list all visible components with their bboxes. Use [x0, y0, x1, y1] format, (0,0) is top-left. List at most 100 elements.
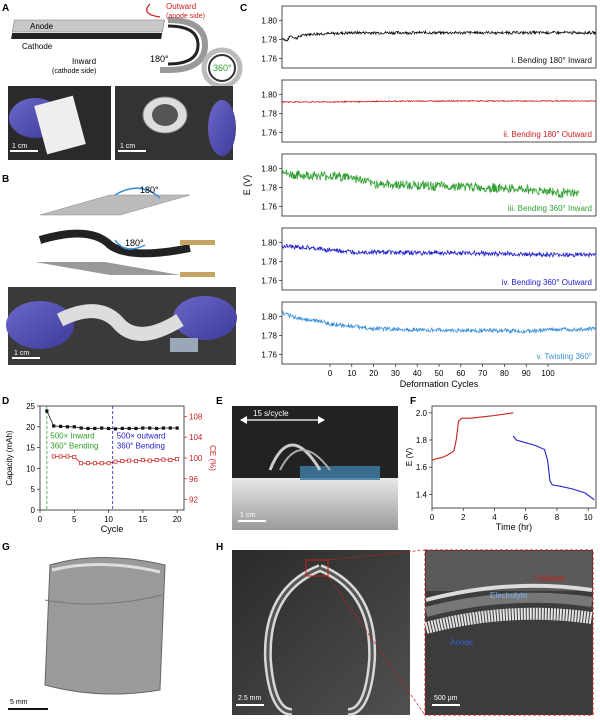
f-xtick-label: 4 [492, 513, 497, 522]
d-point-capacity [93, 426, 97, 431]
zoom-background [426, 551, 592, 591]
f-ytick-label: 1.6 [416, 463, 428, 472]
c-ytick-label: 1.80 [261, 16, 277, 25]
outward-arrow [146, 3, 161, 18]
d-point-capacity [168, 426, 172, 430]
c-ytick-label: 1.78 [261, 109, 277, 118]
c-subplot-4: 1.80 1.78 1.76 iv. Bending 360° Outward [261, 227, 597, 291]
bent-strip [160, 17, 209, 73]
f-frame [431, 405, 597, 509]
d-point-capacity [161, 426, 166, 430]
d-point-ce [51, 454, 56, 459]
c-xlabel: Deformation Cycles [400, 379, 479, 389]
tab-gold-bottom [180, 272, 215, 277]
tab-gold-top [180, 240, 215, 245]
scalebar-e [238, 520, 266, 522]
speed-label: 15 s/cycle [253, 409, 289, 418]
f-xtick-label: 6 [523, 513, 528, 522]
scalebar-b [12, 357, 40, 359]
scalebar-a1 [10, 150, 38, 152]
d-point-ce [72, 455, 77, 459]
c-xtick-label: 100 [541, 369, 555, 378]
d-ytick-left-label: 10 [26, 464, 35, 473]
f-ytick-label: 2.0 [416, 409, 428, 418]
c-ytick-label: 1.80 [261, 90, 277, 99]
glove-twist-right [173, 296, 237, 340]
cathode-strip [11, 33, 163, 39]
zoom-electrolyte-layer [424, 592, 593, 617]
f-ylabel: E (V) [405, 448, 414, 467]
d-point-ce [168, 458, 173, 463]
d-point-capacity [72, 425, 76, 429]
bent-cathode [167, 24, 200, 66]
twist-arrow-bottom [114, 239, 146, 250]
d-point-ce [106, 461, 111, 466]
speed-arrowhead-right [318, 416, 325, 424]
c-series-label-3: iii. Bending 360° Inward [508, 204, 592, 213]
panel-letter-e: E [216, 396, 223, 407]
d-point-capacity [120, 426, 124, 431]
panel-letter-b: B [2, 174, 9, 185]
c-series-label-4: iv. Bending 360° Outward [502, 278, 592, 287]
ct-cell-3d [44, 557, 166, 695]
c-ytick-label: 1.76 [261, 202, 277, 211]
glove-right [208, 100, 236, 156]
c-ytick-label: 1.78 [261, 257, 277, 266]
c-xtick-label: 0 [328, 369, 333, 378]
twist-angle-top: 180° [140, 185, 159, 195]
c-series-label-2: ii. Bending 180° Outward [503, 130, 592, 139]
c-ytick-label: 1.76 [261, 350, 277, 359]
rig-base [232, 478, 398, 530]
d-point-capacity [79, 426, 83, 430]
c-xtick-label: 80 [500, 369, 509, 378]
d-annotation-3: 500× outward [117, 431, 166, 440]
f-series-line-1 [431, 412, 514, 461]
c-series-line-1 [281, 29, 596, 42]
d-point-capacity [52, 424, 56, 428]
d-point-ce [140, 458, 145, 463]
label-cathode: Cathode [535, 574, 566, 583]
c-subplot-1: 1.80 1.78 1.76 i. Bending 180° Inward [261, 5, 597, 69]
zoom-anode-layer [424, 607, 593, 634]
d-point-capacity [175, 426, 179, 430]
f-ytick-label: 1.8 [416, 436, 428, 445]
c-series-line-5 [281, 310, 597, 335]
scale-label-b: 1 cm [14, 350, 29, 357]
d-ytick-right-label: 92 [189, 496, 198, 505]
d-point-capacity [141, 426, 145, 430]
d-point-ce [147, 458, 152, 463]
panel-letter-a: A [2, 3, 9, 14]
f-series-line-2 [512, 435, 595, 501]
d-ytick-left-label: 15 [26, 444, 35, 453]
f-xtick-label: 2 [461, 513, 466, 522]
f-ytick-label: 1.4 [416, 490, 428, 499]
c-xtick-label: 30 [391, 369, 400, 378]
inward-sub-label: (cathode side) [52, 68, 96, 75]
d-point-capacity [148, 426, 152, 430]
twist-angle-bottom: 180° [125, 238, 144, 248]
c-xtick-label: 50 [435, 369, 444, 378]
panel-letter-g: G [2, 542, 10, 553]
d-point-capacity [100, 426, 104, 430]
glove-twist-left [6, 301, 74, 349]
rig-clamp [300, 466, 380, 480]
f-xlabel: Time (hr) [496, 522, 532, 532]
f-xtick-label: 0 [430, 513, 435, 522]
d-point-ce [175, 457, 180, 461]
speed-arrowhead-left [240, 416, 247, 424]
c-series-line-3 [281, 167, 579, 199]
ct-cell-rim [51, 562, 161, 574]
c-ytick-label: 1.78 [261, 183, 277, 192]
c-ytick-label: 1.76 [261, 128, 277, 137]
panel-letter-d: D [2, 396, 9, 407]
d-point-ce [113, 459, 118, 464]
scalebar-a2 [118, 150, 146, 152]
inward-label: Inward [72, 57, 96, 66]
c-frame [281, 5, 597, 69]
d-annotation-1: 500× Inward [50, 431, 94, 440]
chart-c: C1.801.781.76 i. Bending 180° Inward1.801… [240, 3, 597, 389]
c-ytick-label: 1.76 [261, 54, 277, 63]
cell-tab-photo [170, 338, 198, 352]
outward-sub-label: (anode side) [166, 13, 205, 20]
label-electrolyte: Electrolyte [490, 591, 528, 600]
